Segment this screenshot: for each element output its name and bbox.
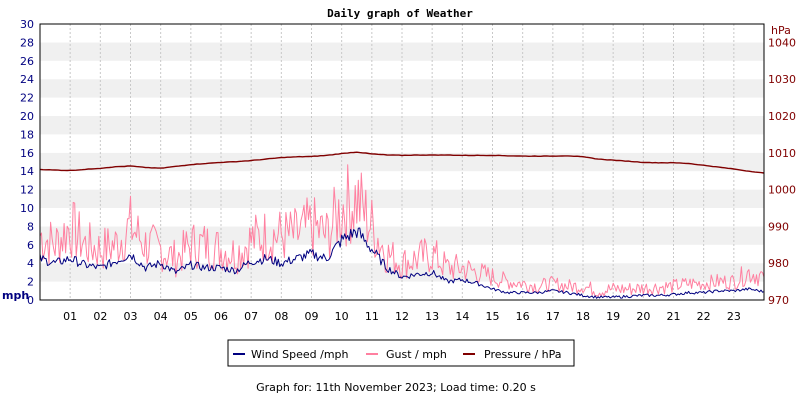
right-tick-label: 1030 bbox=[768, 73, 796, 86]
x-tick-label: 07 bbox=[244, 310, 258, 323]
right-axis-ticks: 970 980 990 1000 1010 1020 1030 1040 bbox=[768, 36, 796, 307]
left-tick-label: 24 bbox=[20, 73, 34, 86]
x-tick-label: 04 bbox=[154, 310, 168, 323]
x-tick-label: 19 bbox=[606, 310, 620, 323]
left-tick-label: 8 bbox=[27, 220, 34, 233]
right-tick-label: 1010 bbox=[768, 147, 796, 160]
x-tick-label: 13 bbox=[425, 310, 439, 323]
x-tick-label: 20 bbox=[636, 310, 650, 323]
x-tick-label: 17 bbox=[546, 310, 560, 323]
right-axis-unit: hPa bbox=[771, 24, 791, 37]
right-tick-label: 970 bbox=[768, 294, 789, 307]
grid-band bbox=[40, 281, 764, 300]
x-tick-label: 22 bbox=[697, 310, 711, 323]
left-tick-label: 26 bbox=[20, 55, 34, 68]
right-tick-label: 1040 bbox=[768, 36, 796, 49]
footer-caption: Graph for: 11th November 2023; Load time… bbox=[256, 381, 536, 394]
left-tick-label: 30 bbox=[20, 18, 34, 31]
x-tick-label: 16 bbox=[516, 310, 530, 323]
x-tick-label: 09 bbox=[305, 310, 319, 323]
x-tick-label: 03 bbox=[124, 310, 138, 323]
left-tick-label: 4 bbox=[27, 257, 34, 270]
left-tick-label: 22 bbox=[20, 92, 34, 105]
x-tick-label: 12 bbox=[395, 310, 409, 323]
left-tick-label: 18 bbox=[20, 128, 34, 141]
legend-label-wind-speed: Wind Speed /mph bbox=[251, 348, 349, 361]
grid-band bbox=[40, 189, 764, 208]
left-tick-label: 14 bbox=[20, 165, 34, 178]
right-tick-label: 980 bbox=[768, 257, 789, 270]
grid-band bbox=[40, 97, 764, 116]
x-tick-label: 08 bbox=[274, 310, 288, 323]
x-tick-label: 14 bbox=[455, 310, 469, 323]
x-tick-label: 11 bbox=[365, 310, 379, 323]
x-tick-label: 01 bbox=[63, 310, 77, 323]
x-tick-label: 23 bbox=[727, 310, 741, 323]
x-tick-label: 06 bbox=[214, 310, 228, 323]
x-tick-label: 10 bbox=[335, 310, 349, 323]
x-tick-label: 18 bbox=[576, 310, 590, 323]
plot-frame bbox=[39, 23, 765, 301]
left-tick-label: 20 bbox=[20, 110, 34, 123]
legend-box bbox=[227, 339, 575, 367]
left-tick-label: 28 bbox=[20, 36, 34, 49]
chart-title: Daily graph of Weather bbox=[327, 7, 473, 20]
series-gust-line bbox=[39, 164, 765, 297]
right-tick-label: 1020 bbox=[768, 110, 796, 123]
left-tick-label: 0 bbox=[27, 294, 34, 307]
left-axis-unit: mph bbox=[2, 289, 29, 302]
legend-label-pressure: Pressure / hPa bbox=[484, 348, 562, 361]
x-tick-label: 05 bbox=[184, 310, 198, 323]
left-tick-label: 2 bbox=[27, 276, 34, 289]
left-tick-label: 6 bbox=[27, 239, 34, 252]
x-tick-label: 15 bbox=[486, 310, 500, 323]
right-tick-label: 1000 bbox=[768, 184, 796, 197]
left-tick-label: 10 bbox=[20, 202, 34, 215]
legend-label-gust: Gust / mph bbox=[386, 348, 447, 361]
x-tick-label: 02 bbox=[93, 310, 107, 323]
right-tick-label: 990 bbox=[768, 220, 789, 233]
left-tick-label: 12 bbox=[20, 184, 34, 197]
series-layer bbox=[39, 151, 765, 299]
left-tick-label: 16 bbox=[20, 147, 34, 160]
legend: Wind Speed /mph Gust / mph Pressure / hP… bbox=[227, 339, 575, 367]
x-axis-ticks: 01 02 03 04 05 06 07 08 09 10 11 12 13 14 15 16 17 18 19 20… bbox=[63, 310, 741, 323]
series-pressure-line bbox=[39, 151, 765, 174]
x-tick-label: 21 bbox=[667, 310, 681, 323]
series-wind-speed-line bbox=[39, 227, 765, 299]
